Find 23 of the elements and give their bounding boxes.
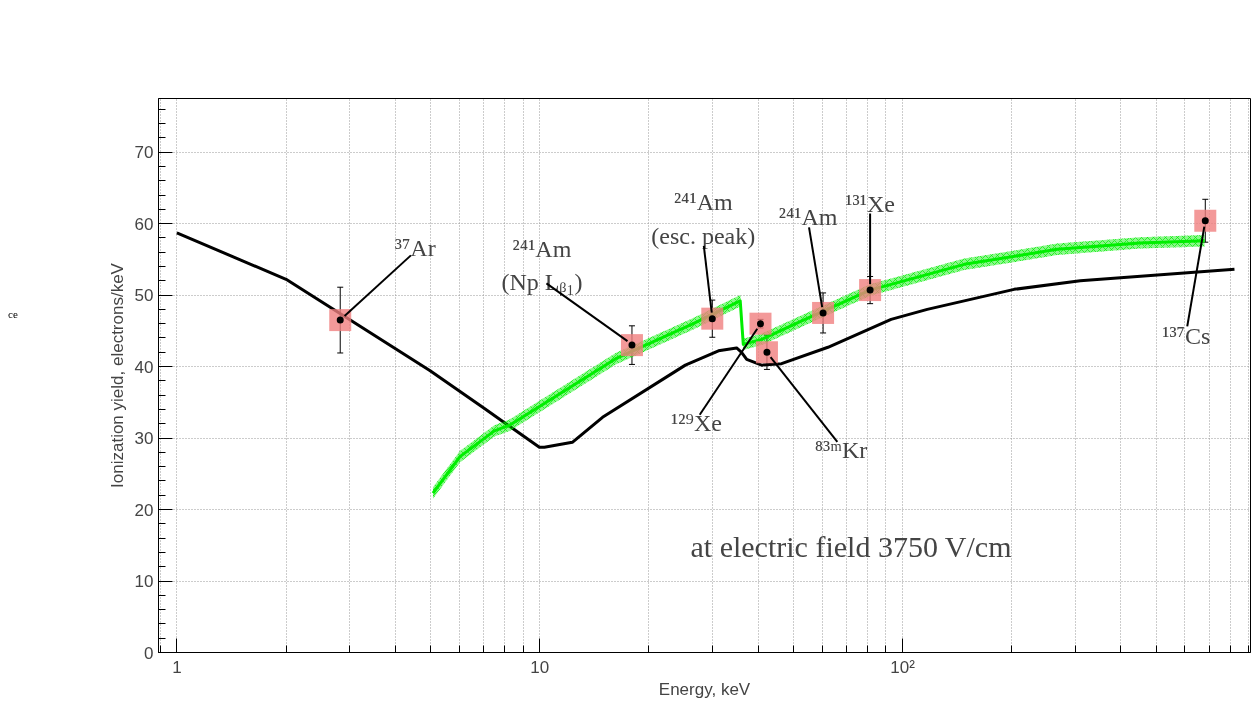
y-tick-label: 40 xyxy=(134,357,154,377)
annotation: ¹²⁹Xe xyxy=(671,410,722,437)
text: ce xyxy=(8,307,18,322)
y-axis-title: Ionization yield, electrons/keV xyxy=(107,262,127,488)
annotation: ²⁴¹Am (esc. peak) xyxy=(651,189,756,250)
annotation: ⁸³ᵐKr xyxy=(814,436,868,463)
y-tick-label: 0 xyxy=(144,643,154,663)
annotation: at electric field 3750 V/cm xyxy=(690,529,1012,563)
annotation: ²⁴¹Am (Np Lᵦ₁) xyxy=(501,235,583,297)
y-tick-label: 10 xyxy=(134,572,154,592)
annotation: ¹³¹Xe xyxy=(845,190,895,217)
x-tick-label: 10² xyxy=(890,657,916,677)
y-tick-label: 70 xyxy=(134,143,154,163)
x-tick-label: 1 xyxy=(172,657,182,677)
y-tick-label: 50 xyxy=(134,286,154,306)
y-tick-label: 30 xyxy=(134,429,154,449)
y-tick-label: 20 xyxy=(134,500,154,520)
y-tick-label: 60 xyxy=(134,214,154,234)
annotation: ³⁷Ar xyxy=(394,235,436,262)
x-axis-title: Energy, keV xyxy=(658,679,751,699)
annotation: ²⁴¹Am xyxy=(778,204,838,231)
annotation: ¹³⁷Cs xyxy=(1162,323,1211,350)
x-tick-label: 10 xyxy=(530,657,550,677)
